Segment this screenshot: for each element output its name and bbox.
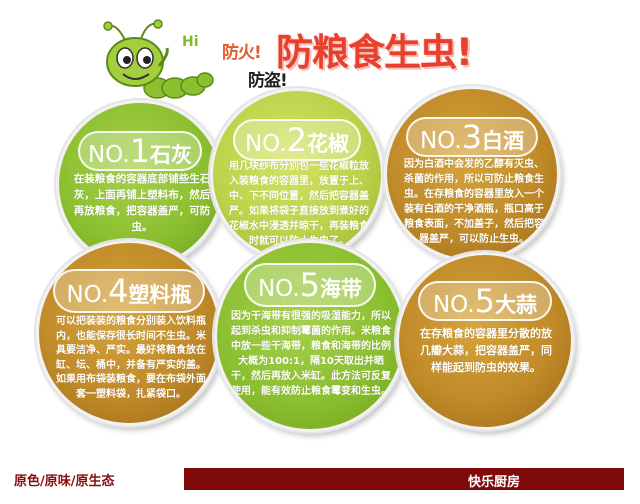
tip-heading: NO.5海带: [244, 263, 376, 307]
footer-bar: 快乐厨房: [184, 468, 624, 490]
tip-heading: NO.1石灰: [78, 131, 202, 171]
page-title: 防粮食生虫!: [276, 31, 473, 74]
tip-circle-seaweed: NO.5海带 因为干海带有很强的吸湿能力，所以起到杀虫和抑制霉菌的作用。米粮食中…: [214, 240, 406, 432]
caterpillar-mascot-icon: [103, 19, 214, 99]
tip-body: 因为白酒中会发的乙醇有灭虫、杀菌的作用，所以可防止粮食生虫。在存粮食的容器里放入…: [404, 159, 544, 245]
tip-heading: NO.5大蒜: [418, 281, 552, 321]
footer-brand: 快乐厨房: [467, 475, 520, 490]
tip-circle-liquor: NO.3白酒 因为白酒中会发的乙醇有灭虫、杀菌的作用，所以可防止粮食生虫。在存粮…: [384, 86, 560, 262]
tip-body: 在存粮食的容器里分散的放几瓣大蒜，把容器盖严，同样能起到防虫的效果。: [420, 327, 552, 374]
tip-circle-plastic-bottle: NO.4塑料瓶 可以把装装的粮食分别装入饮料瓶内，也能保存很长时间不生虫。米具要…: [36, 240, 222, 426]
tip-body: 在装粮食的容器底部铺些生石灰，上面再铺上塑料布，然后再放粮食，把容器盖严，可防虫…: [73, 173, 211, 233]
theft-prevention-label: 防盗!: [248, 71, 288, 91]
tip-body: 用几块纱布分别包一些花椒粒放入装粮食的容器里，放置于上、中、下不同位置，然后把容…: [229, 161, 369, 247]
tip-heading: NO.3白酒: [406, 117, 538, 157]
fire-prevention-label: 防火!: [222, 43, 262, 63]
tip-heading: NO.2花椒: [233, 119, 361, 161]
tip-body: 因为干海带有很强的吸湿能力，所以起到杀虫和抑制霉菌的作用。米粮食中放一些干海带，…: [231, 311, 391, 397]
footer-tagline: 原色/原味/原生态: [14, 474, 115, 489]
tip-heading: NO.4塑料瓶: [53, 269, 205, 313]
tip-body: 可以把装装的粮食分别装入饮料瓶内，也能保存很长时间不生虫。米具要洁净、严实。最好…: [56, 316, 206, 400]
tip-circle-pepper: NO.2花椒 用几块纱布分别包一些花椒粒放入装粮食的容器里，放置于上、中、下不同…: [210, 88, 384, 262]
tip-circle-garlic: NO.5大蒜 在存粮食的容器里分散的放几瓣大蒜，把容器盖严，同样能起到防虫的效果…: [396, 252, 574, 430]
mascot-greeting: Hi: [182, 34, 199, 50]
